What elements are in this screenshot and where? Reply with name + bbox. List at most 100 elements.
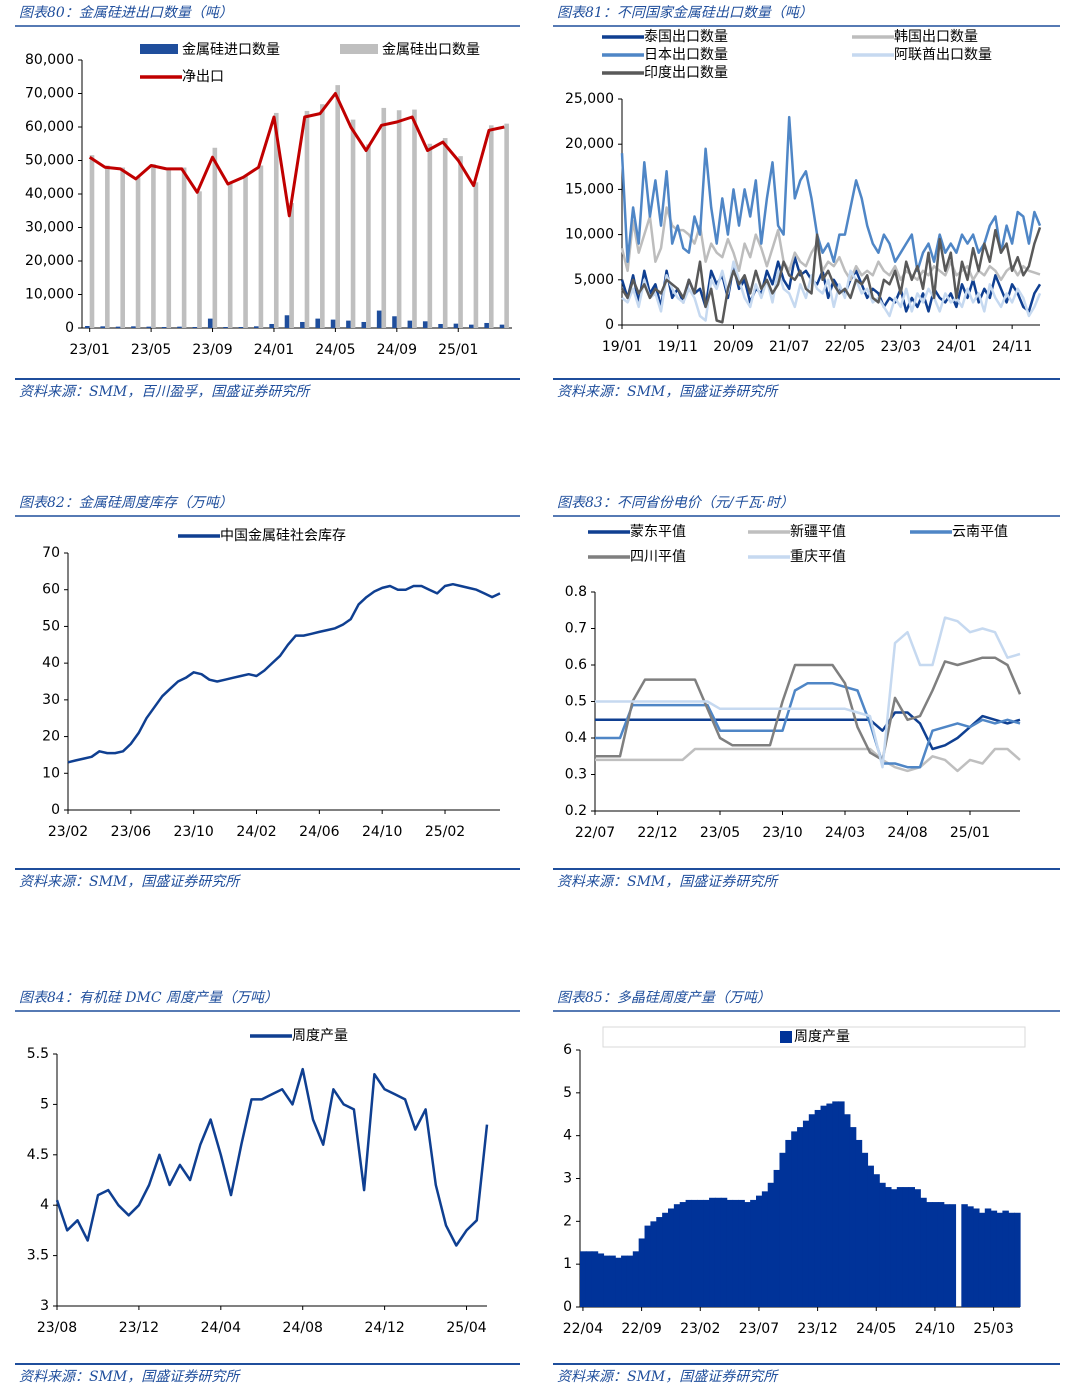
bar — [621, 1255, 628, 1307]
bar — [330, 319, 336, 328]
bar — [632, 1251, 640, 1307]
bar — [381, 107, 387, 328]
bar — [967, 1206, 974, 1307]
legend-label: 金属硅出口数量 — [382, 42, 480, 58]
bar — [300, 321, 305, 328]
bar — [662, 1212, 669, 1307]
bar — [392, 316, 397, 328]
x-tick-label: 23/02 — [680, 1321, 720, 1337]
bar — [961, 1204, 968, 1307]
bar — [105, 165, 110, 328]
bar — [914, 1189, 921, 1307]
panel-title: 图表82：金属硅周度库存（万吨） — [19, 495, 233, 511]
legend-label: 重庆平值 — [790, 549, 846, 565]
x-tick-label: 24/02 — [236, 824, 276, 840]
bar — [703, 1199, 710, 1307]
legend-label: 阿联酋出口数量 — [894, 46, 992, 63]
bar — [779, 1152, 786, 1307]
bar — [131, 326, 136, 328]
y-tick-label: 4.5 — [27, 1147, 49, 1163]
bar — [1008, 1212, 1015, 1307]
bar — [407, 320, 413, 328]
bar — [990, 1210, 998, 1307]
bar — [697, 1199, 704, 1307]
bar — [151, 164, 156, 328]
bar — [826, 1103, 833, 1307]
bar — [615, 1257, 622, 1307]
bar — [269, 323, 274, 328]
y-tick-label: 0.6 — [565, 657, 587, 673]
bar — [335, 85, 340, 328]
bar — [902, 1187, 910, 1307]
source-note: 资料来源：SMM，国盛证券研究所 — [19, 874, 241, 890]
y-tick-label: 20 — [42, 729, 60, 745]
bar — [223, 326, 228, 328]
x-tick-label: 24/11 — [992, 339, 1032, 355]
x-tick-label: 24/10 — [362, 824, 402, 840]
bar — [626, 1255, 634, 1307]
bar — [673, 1204, 681, 1307]
bar — [166, 167, 172, 328]
y-tick-label: 0.4 — [565, 730, 587, 746]
y-tick-label: 3 — [563, 1171, 572, 1187]
bar — [738, 1199, 745, 1307]
series-line — [620, 226, 1042, 324]
x-tick-label: 25/02 — [425, 824, 465, 840]
bar — [453, 323, 459, 328]
bar — [100, 326, 106, 328]
panel-title: 图表80：金属硅进出口数量（吨） — [19, 5, 233, 21]
bar — [932, 1202, 939, 1307]
source-note: 资料来源：SMM，国盛证券研究所 — [557, 874, 779, 890]
bar — [679, 1202, 687, 1307]
bar — [726, 1199, 734, 1307]
y-tick-label: 0.2 — [565, 803, 587, 819]
bar — [115, 326, 121, 328]
bar — [638, 1238, 646, 1307]
y-tick-label: 60,000 — [25, 119, 74, 135]
y-tick-label: 25,000 — [565, 91, 614, 107]
bar — [973, 1208, 980, 1307]
bar — [650, 1221, 657, 1307]
y-tick-label: 0 — [51, 802, 60, 818]
bar — [361, 321, 367, 328]
bar — [861, 1152, 869, 1307]
x-tick-label: 24/08 — [887, 825, 927, 841]
bar — [802, 1120, 810, 1307]
x-tick-label: 24/06 — [299, 824, 339, 840]
y-tick-label: 4 — [563, 1128, 572, 1144]
bar — [890, 1189, 898, 1307]
bar — [350, 119, 356, 328]
bar — [591, 1251, 599, 1307]
series-line — [55, 1067, 489, 1247]
bar — [873, 1174, 880, 1307]
x-tick-label: 23/05 — [131, 342, 171, 358]
bar — [284, 315, 290, 328]
y-tick-label: 0 — [65, 320, 74, 336]
bar — [761, 1191, 769, 1307]
bar — [937, 1202, 945, 1307]
bar — [243, 176, 248, 328]
series-line — [595, 682, 1021, 769]
bar — [867, 1165, 874, 1307]
legend-label: 韩国出口数量 — [894, 29, 978, 45]
bar — [885, 1187, 892, 1307]
series-line — [88, 92, 505, 218]
bar — [89, 155, 95, 328]
bar — [320, 104, 325, 328]
bar — [597, 1253, 605, 1307]
bar — [609, 1255, 616, 1307]
bar — [207, 318, 213, 328]
x-tick-label: 25/01 — [438, 342, 478, 358]
legend-label: 中国金属硅社会库存 — [220, 528, 346, 544]
legend-label: 净出口 — [182, 69, 224, 85]
y-tick-label: 15,000 — [565, 181, 614, 197]
x-tick-label: 21/07 — [769, 339, 809, 355]
source-note: 资料来源：SMM，国盛证券研究所 — [557, 1369, 779, 1385]
y-tick-label: 0 — [605, 317, 614, 333]
x-tick-label: 19/01 — [602, 339, 642, 355]
x-tick-label: 23/12 — [797, 1321, 837, 1337]
y-tick-label: 50,000 — [25, 153, 74, 169]
y-tick-label: 0.5 — [565, 694, 587, 710]
bar — [427, 143, 433, 328]
bar — [943, 1204, 951, 1307]
